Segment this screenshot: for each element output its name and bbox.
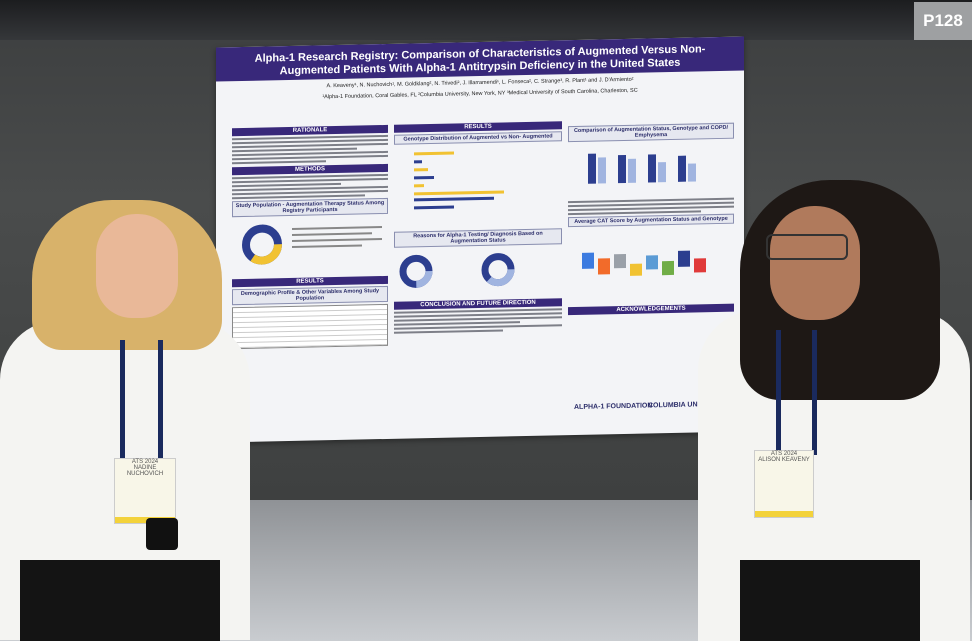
lanyard-left-2	[158, 340, 163, 460]
eyeglasses	[766, 234, 848, 260]
ceiling	[0, 0, 972, 40]
name-badge-left: ATS 2024 NADINE NUCHOVICH	[114, 458, 176, 524]
augmentation-caption	[568, 197, 734, 216]
demographic-table-title: Demographic Profile & Other Variables Am…	[232, 285, 388, 306]
augmentation-status-bar-chart	[588, 153, 696, 184]
augmentation-status-figure-title: Comparison of Augmentation Status, Genot…	[568, 122, 734, 143]
rationale-text	[232, 134, 388, 165]
badge-stripe-right	[755, 511, 813, 517]
methods-text	[232, 173, 388, 200]
name-badge-right: ATS 2024 ALISON KEAVENY	[754, 450, 814, 518]
acknowledgements-heading: ACKNOWLEDGEMENTS	[568, 303, 734, 316]
lanyard-right-2	[812, 330, 817, 455]
reasons-donut-charts	[399, 253, 515, 288]
badge-name-left: NADINE NUCHOVICH	[126, 465, 164, 477]
badge-org-left: ATS 2024	[131, 459, 159, 465]
study-population-figure-title: Study Population - Augmentation Therapy …	[232, 197, 388, 218]
study-population-donut-chart	[242, 224, 382, 265]
genotype-bar-chart	[414, 151, 504, 210]
badge-stripe-left	[115, 517, 175, 523]
poster-left-column: RATIONALE METHODS Study Population - Aug…	[232, 122, 388, 350]
badge-name-right: ALISON KEAVENY	[758, 457, 810, 463]
cat-score-figure-title: Average CAT Score by Augmentation Status…	[568, 213, 734, 228]
conclusion-text	[394, 308, 562, 334]
lanyard-right	[776, 330, 781, 455]
phone	[146, 518, 178, 550]
black-pants-right	[740, 560, 920, 641]
booth-number-sign: P128	[914, 2, 972, 40]
cat-score-box-plot	[582, 250, 706, 276]
poster-middle-column: RESULTS Genotype Distribution of Augment…	[394, 118, 562, 336]
reasons-figure-title: Reasons for Alpha-1 Testing/ Diagnosis B…	[394, 228, 562, 248]
alpha1-foundation-logo: ALPHA-1 FOUNDATION	[574, 402, 653, 412]
black-pants-left	[20, 560, 220, 641]
genotype-figure-title: Genotype Distribution of Augmented vs No…	[394, 131, 562, 145]
demographic-table	[232, 303, 388, 350]
badge-org-right: ATS 2024	[770, 451, 798, 457]
poster-right-column: Comparison of Augmentation Status, Genot…	[568, 115, 734, 411]
face-left	[96, 214, 178, 318]
lanyard-left	[120, 340, 125, 460]
research-poster: Alpha-1 Research Registry: Comparison of…	[216, 36, 744, 443]
face-right	[770, 206, 860, 320]
